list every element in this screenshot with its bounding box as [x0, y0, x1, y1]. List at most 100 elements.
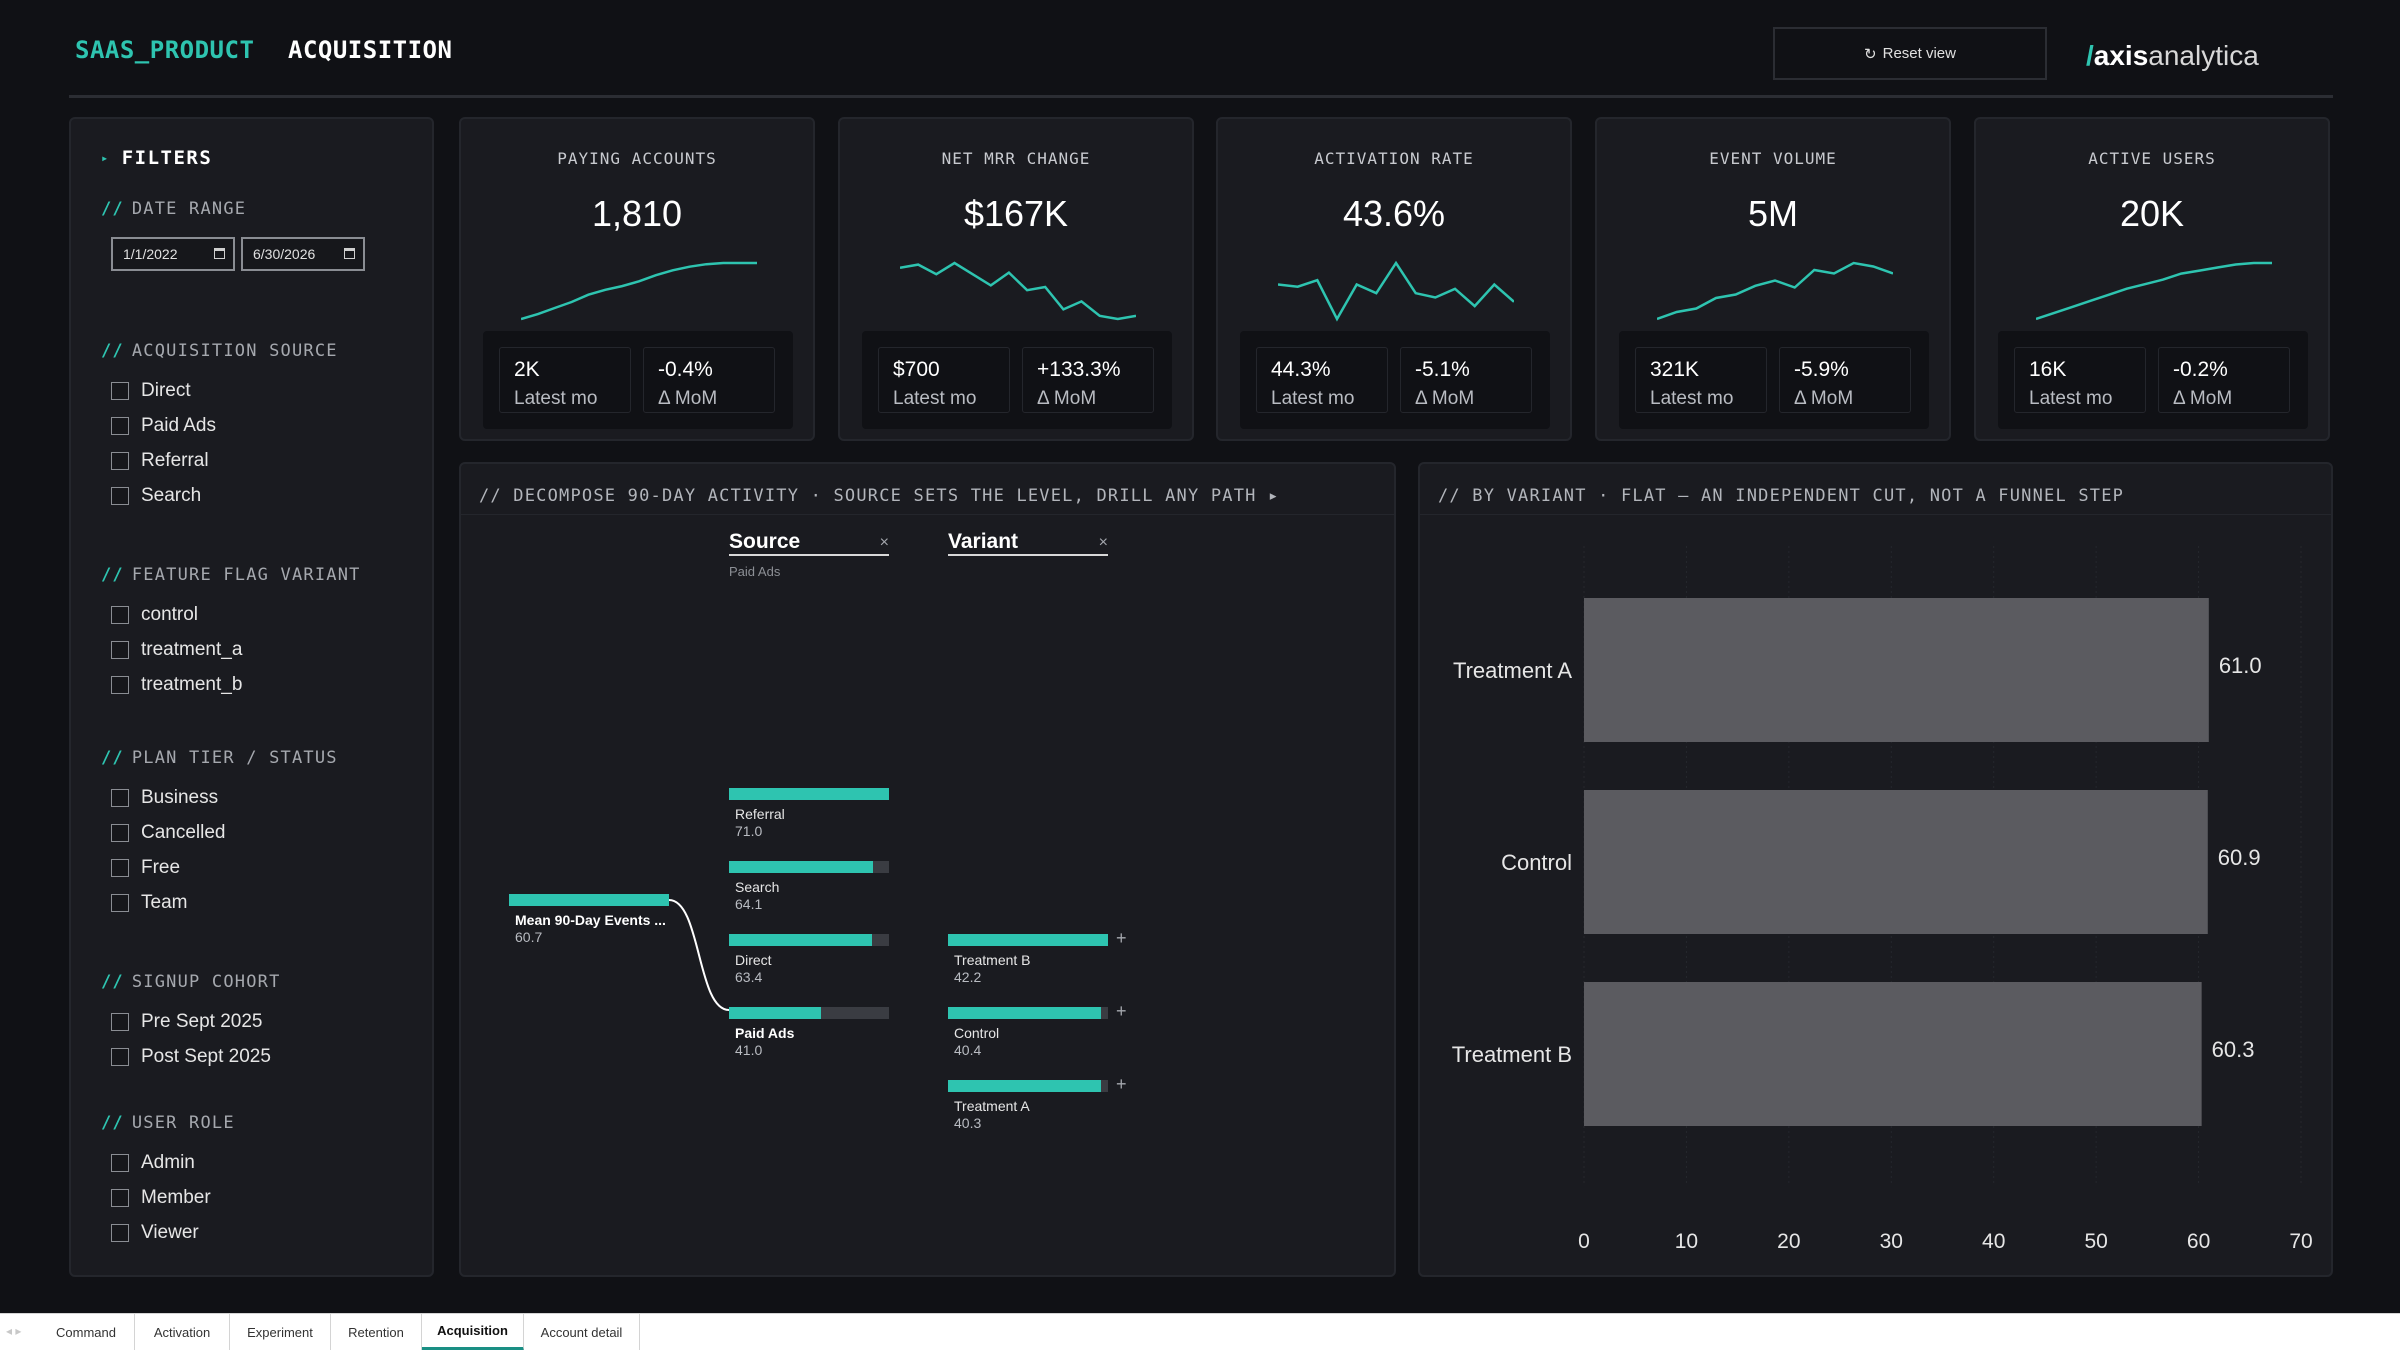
kpi-mom-cell: -0.2% Δ MoM [2158, 347, 2290, 413]
checkbox-label: Viewer [141, 1222, 199, 1243]
filter-checkbox-item[interactable]: Pre Sept 2025 [111, 1010, 262, 1034]
sheet-tab[interactable]: Activation [135, 1314, 230, 1350]
sheet-tab-bar: ◂ ▸ Command Activation Experiment Retention… [0, 1313, 2400, 1350]
kpi-mom-cell: -0.4% Δ MoM [643, 347, 775, 413]
date-end-input[interactable]: 6/30/2026 [241, 237, 365, 271]
checkbox[interactable] [111, 1189, 129, 1207]
checkbox-label: Direct [141, 380, 191, 401]
checkbox[interactable] [111, 789, 129, 807]
x-tick-label: 40 [1982, 1230, 2005, 1253]
kpi-value: 1,810 [591, 193, 683, 234]
filter-checkbox-item[interactable]: Team [111, 891, 187, 915]
sheet-tab[interactable]: Command [38, 1314, 135, 1350]
filter-group-title: //ACQUISITION SOURCE [101, 341, 338, 361]
checkbox[interactable] [111, 1224, 129, 1242]
checkbox[interactable] [111, 1048, 129, 1066]
reset-view-button[interactable]: ↻ Reset view [1773, 27, 2047, 80]
sheet-tab[interactable]: Experiment [230, 1314, 331, 1350]
checkbox-label: Free [141, 857, 181, 878]
checkbox[interactable] [111, 1013, 129, 1031]
filter-checkbox-item[interactable]: Cancelled [111, 821, 226, 845]
checkbox[interactable] [111, 606, 129, 624]
checkbox-label: control [141, 604, 199, 625]
kpi-card: ACTIVE USERS 20K 16K Latest mo -0.2% Δ MoM [1974, 117, 2330, 441]
kpi-mom-value: -5.1% [1415, 358, 1470, 381]
bar [1584, 982, 2202, 1126]
variant-node[interactable]: Treatment A 40.3 + [948, 1074, 1127, 1131]
filter-checkbox-item[interactable]: Business [111, 786, 218, 810]
filter-group-title: //PLAN TIER / STATUS [101, 748, 338, 768]
source-node[interactable]: Referral 71.0 [729, 788, 889, 839]
kpi-sparkline [1657, 261, 1893, 321]
close-icon[interactable]: × [879, 534, 889, 551]
kpi-label: ACTIVATION RATE [1314, 149, 1474, 168]
data-label: 61.0 [2219, 653, 2262, 678]
category-label: Treatment A [1453, 658, 1572, 683]
sheet-tab[interactable]: Acquisition [422, 1314, 524, 1350]
tab-nav-arrows-icon[interactable]: ◂ ▸ [6, 1324, 22, 1338]
kpi-latest-cell: $700 Latest mo [878, 347, 1010, 413]
filter-checkbox-item[interactable]: treatment_a [111, 638, 242, 662]
filters-title: ▸ FILTERS [101, 147, 213, 169]
variant-chart-panel: // BY VARIANT · FLAT — AN INDEPENDENT CU… [1418, 462, 2333, 1277]
checkbox-label: Referral [141, 450, 209, 471]
checkbox[interactable] [111, 824, 129, 842]
checkbox[interactable] [111, 487, 129, 505]
filter-checkbox-item[interactable]: Viewer [111, 1221, 199, 1245]
kpi-card: PAYING ACCOUNTS 1,810 2K Latest mo -0.4% Δ… [459, 117, 815, 441]
checkbox-label: Team [141, 892, 188, 913]
filter-checkbox-item[interactable]: Paid Ads [111, 414, 216, 438]
date-start-input[interactable]: 1/1/2022 [111, 237, 235, 271]
kpi-sparkline [1278, 260, 1514, 322]
filter-checkbox-item[interactable]: control [111, 603, 198, 627]
filters-panel: ▸ FILTERS //DATE RANGE 1/1/2022 6/30/2026… [69, 117, 434, 1277]
bar [1584, 790, 2208, 934]
checkbox[interactable] [111, 894, 129, 912]
filter-checkbox-item[interactable]: Search [111, 484, 201, 508]
kpi-latest-cell: 16K Latest mo [2014, 347, 2146, 413]
filter-checkbox-item[interactable]: Post Sept 2025 [111, 1045, 271, 1069]
filter-checkbox-item[interactable]: treatment_b [111, 673, 242, 697]
calendar-icon[interactable] [214, 248, 225, 259]
variant-node[interactable]: Treatment B 42.2 + [948, 928, 1127, 985]
column-header-variant[interactable]: Variant × [948, 530, 1108, 556]
expand-plus-icon[interactable]: + [1116, 1074, 1127, 1094]
variant-node[interactable]: Control 40.4 + [948, 1001, 1127, 1058]
filter-checkbox-item[interactable]: Referral [111, 449, 209, 473]
filter-checkbox-item[interactable]: Admin [111, 1151, 195, 1175]
sheet-tab[interactable]: Retention [331, 1314, 422, 1350]
checkbox-label: Paid Ads [141, 415, 216, 436]
source-node[interactable]: Paid Ads 41.0 [729, 1007, 889, 1058]
reset-view-label: Reset view [1882, 45, 1956, 62]
checkbox[interactable] [111, 382, 129, 400]
kpi-label: ACTIVE USERS [2088, 149, 2216, 168]
checkbox-label: treatment_b [141, 674, 243, 695]
filter-checkbox-item[interactable]: Member [111, 1186, 211, 1210]
close-icon[interactable]: × [1098, 534, 1108, 551]
kpi-latest-cell: 44.3% Latest mo [1256, 347, 1388, 413]
x-tick-label: 10 [1675, 1230, 1698, 1253]
variant-bar-chart: Treatment A 61.0 Control 60.9 Treatment B 60.… [1452, 546, 2313, 1253]
source-node[interactable]: Direct 63.4 [729, 934, 889, 985]
checkbox-label: Admin [141, 1152, 195, 1173]
source-node[interactable]: Search 64.1 [729, 861, 889, 912]
checkbox[interactable] [111, 1154, 129, 1172]
expand-plus-icon[interactable]: + [1116, 1001, 1127, 1021]
x-tick-label: 20 [1777, 1230, 1800, 1253]
decomp-root-node[interactable]: Mean 90-Day Events ... 60.7 [509, 894, 669, 945]
checkbox[interactable] [111, 452, 129, 470]
filter-checkbox-item[interactable]: Free [111, 856, 180, 880]
checkbox[interactable] [111, 641, 129, 659]
path-connector [668, 899, 730, 1011]
kpi-sparkline [2036, 261, 2272, 321]
checkbox[interactable] [111, 676, 129, 694]
column-header-source[interactable]: Source × [729, 530, 889, 556]
filter-checkbox-item[interactable]: Direct [111, 379, 191, 403]
kpi-latest-cell: 2K Latest mo [499, 347, 631, 413]
sheet-tab[interactable]: Account detail [524, 1314, 640, 1350]
expand-plus-icon[interactable]: + [1116, 928, 1127, 948]
kpi-latest-label: Latest mo [893, 388, 977, 409]
calendar-icon[interactable] [344, 248, 355, 259]
checkbox[interactable] [111, 859, 129, 877]
checkbox[interactable] [111, 417, 129, 435]
